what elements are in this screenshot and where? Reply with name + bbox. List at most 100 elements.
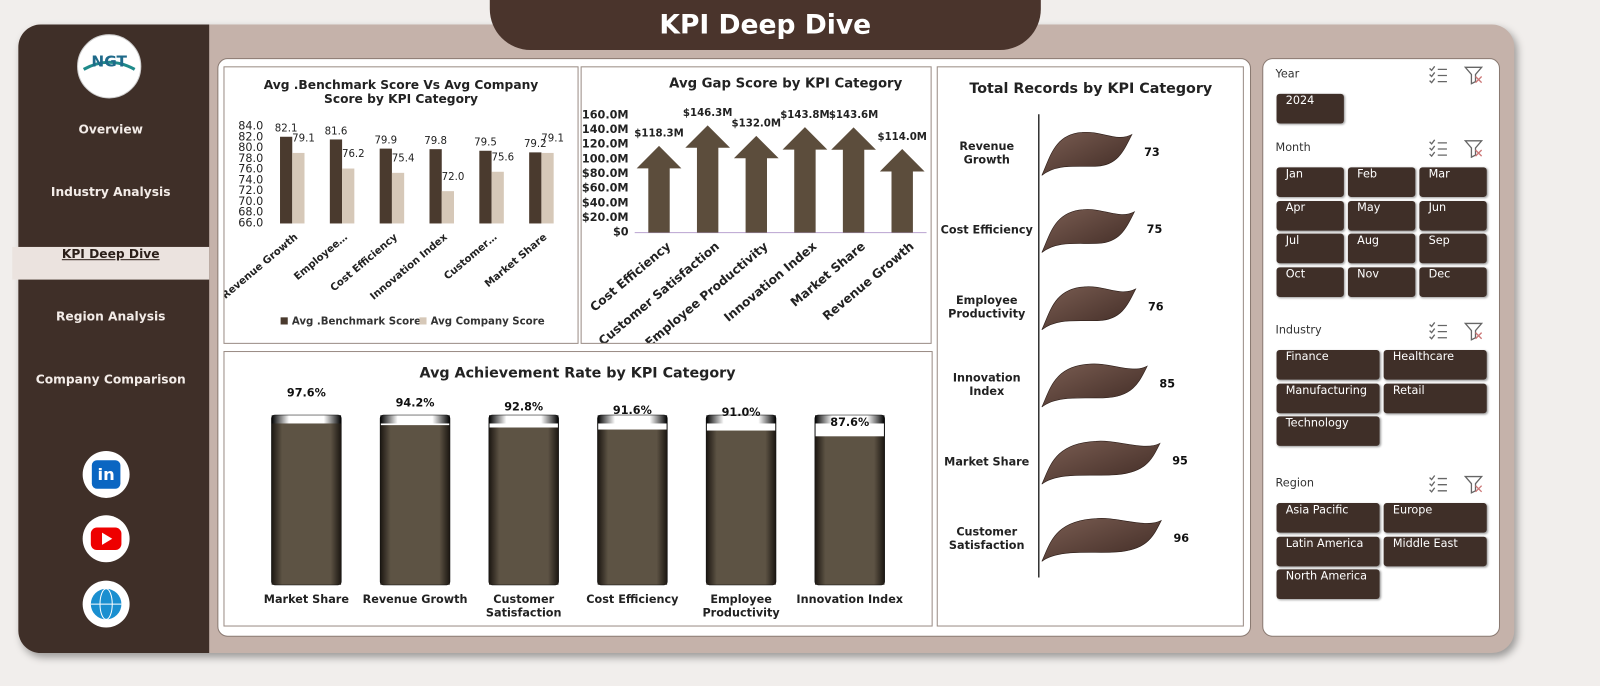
- y-tick-label: 72.0: [238, 184, 263, 197]
- arrow-bar: [879, 149, 925, 233]
- x-tick-label: Employee Productivity: [702, 592, 780, 620]
- chart-panel: Avg Achievement Rate by KPI Category 97.6…: [223, 351, 933, 627]
- y-tick-label: 66.0: [238, 216, 263, 229]
- arrow-bar: [782, 127, 828, 233]
- slicer-button[interactable]: Nov: [1347, 266, 1416, 297]
- nav-item[interactable]: Industry Analysis: [50, 184, 171, 199]
- slicer-button[interactable]: Middle East: [1383, 536, 1487, 566]
- y-tick-label-box: Employee Productivity: [948, 294, 1026, 321]
- capsule-fill: [380, 425, 450, 585]
- value-label: 85: [1159, 378, 1175, 391]
- slicer-button[interactable]: Dec: [1419, 266, 1487, 297]
- y-tick-label: $140.0M: [581, 123, 629, 136]
- slicer-icons[interactable]: [1427, 138, 1488, 159]
- value-label: 79.1: [541, 134, 564, 145]
- x-tick-label: Innovation Index: [721, 239, 819, 325]
- x-tick-label-box: Customer Satisfaction: [486, 593, 562, 620]
- bar: [479, 150, 492, 224]
- slicer-button[interactable]: Europe: [1383, 503, 1487, 533]
- slicer-button[interactable]: Finance: [1276, 349, 1380, 380]
- slicer-button[interactable]: Mar: [1419, 167, 1487, 197]
- x-tick-label: Innovation Index: [796, 592, 904, 607]
- capsule-fill: [706, 430, 776, 585]
- arrow-bar: [733, 135, 779, 233]
- sidebar: NGT in: [18, 24, 210, 654]
- slicer-button[interactable]: Jan: [1276, 167, 1344, 197]
- slicer-button[interactable]: Feb: [1347, 167, 1416, 197]
- legend-label: Avg .Benchmark Score: [292, 316, 421, 327]
- chart-title-box: Avg .Benchmark Score Vs Avg Company Scor…: [263, 77, 539, 107]
- legend-label: Avg Company Score: [431, 316, 545, 327]
- y-tick-label: $60.0M: [582, 182, 629, 195]
- slicer-button[interactable]: Jul: [1276, 233, 1344, 264]
- y-tick-label: Employee Productivity: [948, 294, 1026, 321]
- y-tick-label-box: Market Share: [944, 455, 1029, 468]
- nav-item[interactable]: KPI Deep Dive: [12, 246, 210, 280]
- flag-bar: [1041, 440, 1161, 485]
- value-label: $114.0M: [877, 132, 926, 143]
- y-tick-label: $40.0M: [582, 196, 629, 209]
- bar: [280, 136, 293, 224]
- y-tick-label-box: Cost Efficiency: [941, 223, 1033, 236]
- capsule-rim: [489, 415, 559, 424]
- value-label: 79.1: [292, 134, 315, 145]
- slicer-button[interactable]: Asia Pacific: [1276, 503, 1380, 533]
- slicer-title: Industry: [1275, 323, 1322, 337]
- chart-title: Total Records by KPI Category: [969, 81, 1212, 97]
- slicer-button[interactable]: North America: [1276, 569, 1380, 599]
- chart-panel: Avg Gap Score by KPI Category $0 $20.0M $40…: [580, 66, 932, 344]
- slicer-button[interactable]: Latin America: [1276, 536, 1380, 566]
- arrow-bar: [685, 125, 731, 233]
- x-tick-label-box: Innovation Index: [796, 592, 904, 607]
- bar: [379, 148, 392, 224]
- value-label: 79.9: [374, 135, 397, 146]
- y-tick-label: $80.0M: [582, 167, 629, 180]
- value-label: 91.0%: [722, 406, 761, 419]
- nav-item[interactable]: Company Comparison: [35, 372, 186, 387]
- capsule-rim: [271, 415, 342, 424]
- legend-swatch: [419, 317, 427, 325]
- slicer-button[interactable]: Jun: [1419, 200, 1487, 231]
- y-tick-label: 70.0: [238, 195, 263, 208]
- slicer-button[interactable]: Aug: [1347, 233, 1416, 264]
- value-label: 82.1: [275, 124, 298, 135]
- slicer-icons[interactable]: [1427, 320, 1488, 341]
- bar: [529, 152, 542, 224]
- flag-bar: [1041, 518, 1162, 562]
- value-label: 73: [1144, 146, 1160, 159]
- slicer-button[interactable]: May: [1347, 200, 1416, 231]
- chart-panel: Avg .Benchmark Score Vs Avg Company Scor…: [223, 66, 579, 344]
- capsule-fill: [271, 419, 342, 585]
- slicer-button[interactable]: 2024: [1276, 93, 1344, 124]
- x-tick-label-box: Employee Productivity: [702, 592, 780, 620]
- chart-title: Avg Gap Score by KPI Category: [669, 77, 902, 92]
- value-label: 96: [1173, 532, 1189, 545]
- bar: [429, 149, 442, 224]
- y-tick-label-box: Revenue Growth: [959, 140, 1014, 167]
- value-label: 75.4: [392, 154, 415, 165]
- slicer-button[interactable]: Apr: [1276, 200, 1344, 231]
- chart-title: Avg Achievement Rate by KPI Category: [420, 365, 737, 381]
- x-tick-label: Revenue Growth: [223, 232, 300, 302]
- slicer-button[interactable]: Sep: [1419, 233, 1487, 264]
- x-tick-label-box: Revenue Growth: [363, 593, 468, 606]
- slicer-button[interactable]: Technology: [1276, 416, 1380, 446]
- y-tick-label: $120.0M: [581, 138, 629, 151]
- slicer-button[interactable]: Healthcare: [1383, 349, 1487, 380]
- y-tick-label: 84.0: [238, 120, 263, 133]
- y-tick-label: $20.0M: [582, 211, 629, 224]
- value-label: 75: [1147, 223, 1163, 236]
- slicer-button[interactable]: Oct: [1276, 266, 1344, 297]
- value-label: $143.8M: [780, 110, 829, 121]
- y-tick-label: Innovation Index: [952, 371, 1021, 398]
- value-label: 76: [1148, 300, 1164, 313]
- slicer-icons[interactable]: [1427, 473, 1488, 494]
- slicer-button[interactable]: Manufacturing: [1276, 383, 1380, 413]
- nav-item[interactable]: Region Analysis: [55, 309, 166, 324]
- y-tick-label: Customer Satisfaction: [948, 525, 1025, 553]
- slicer-button[interactable]: Retail: [1383, 383, 1487, 413]
- y-tick-label: 82.0: [238, 130, 263, 143]
- slicer-icons[interactable]: [1427, 64, 1488, 85]
- chart-title: Avg .Benchmark Score Vs Avg Company Scor…: [263, 77, 539, 107]
- nav-item[interactable]: Overview: [78, 122, 143, 137]
